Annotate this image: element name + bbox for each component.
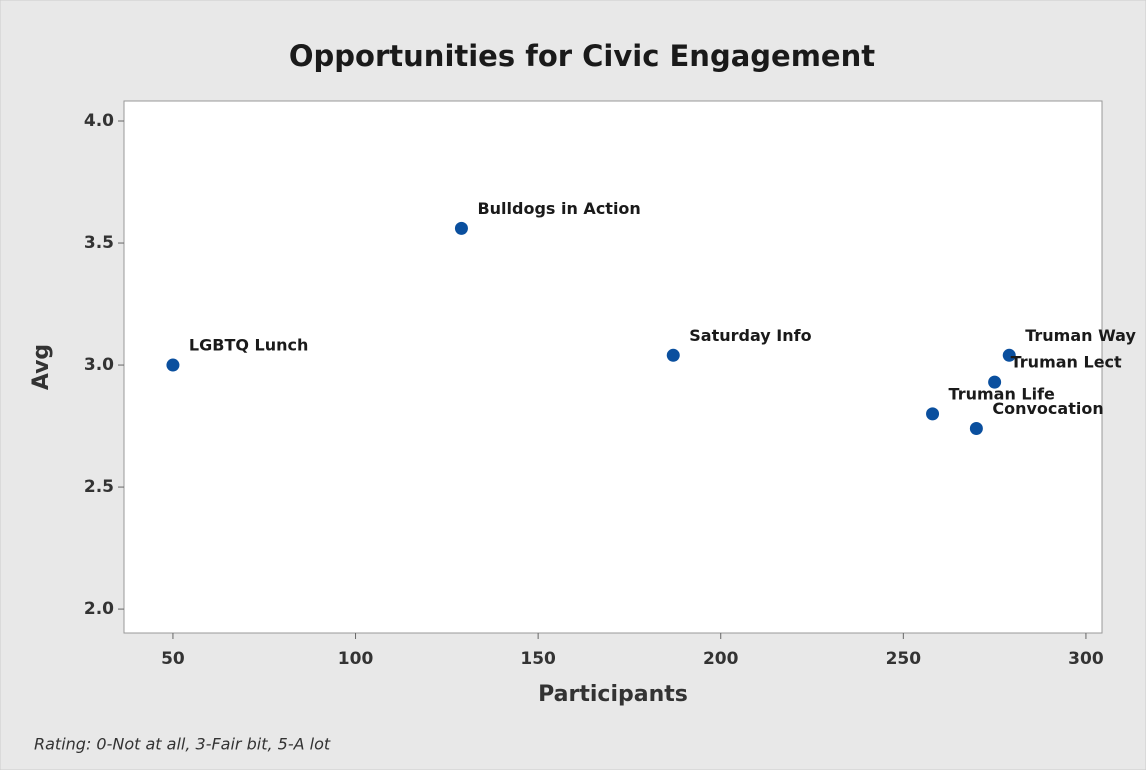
y-tick-label: 3.0 [84,355,114,375]
x-axis-label: Participants [538,682,688,707]
point-label: Truman Lect [1011,353,1122,372]
point [1002,348,1016,362]
plot-area [123,100,1103,634]
chart-title: Opportunities for Civic Engagement [289,39,875,73]
footnote: Rating: 0-Not at all, 3-Fair bit, 5-A lo… [34,735,331,754]
point-label: LGBTQ Lunch [189,336,308,355]
x-tick-label: 300 [1068,649,1104,669]
point-label: Bulldogs in Action [477,199,640,218]
y-axis-label: Avg [29,344,54,390]
point [666,348,680,362]
point [454,221,468,235]
point-label: Convocation [992,399,1103,418]
y-tick-label: 4.0 [84,111,114,131]
point-label: Truman Way [1025,326,1136,345]
x-tick-label: 200 [703,649,739,669]
point [988,375,1002,389]
point-label: Saturday Info [689,326,811,345]
y-tick-label: 2.0 [84,599,114,619]
point [969,421,983,435]
point-label: Truman Life [949,384,1056,403]
x-tick-label: 100 [338,649,374,669]
x-tick-label: 150 [520,649,556,669]
point [926,407,940,421]
x-tick-label: 50 [161,649,185,669]
y-tick-label: 3.5 [84,233,114,253]
x-tick-label: 250 [886,649,922,669]
point [166,358,180,372]
y-tick-label: 2.5 [84,477,114,497]
